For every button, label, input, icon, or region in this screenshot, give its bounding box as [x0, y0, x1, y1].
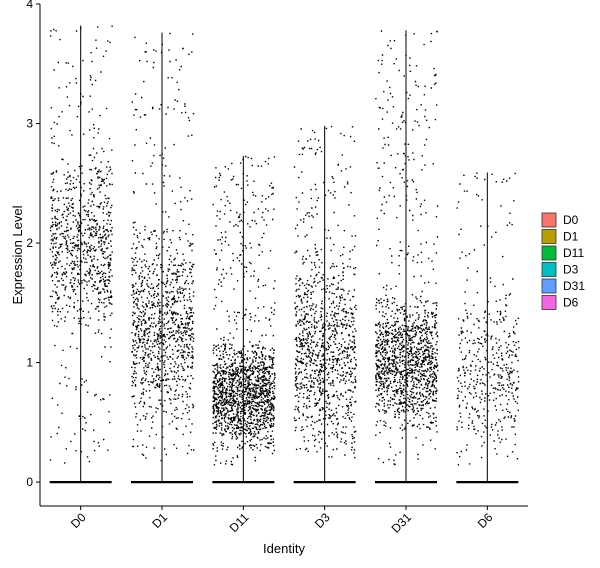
y-tick-label: 0	[26, 475, 33, 489]
legend-label: D6	[563, 296, 579, 310]
legend-label: D31	[563, 279, 585, 293]
legend-swatch	[541, 245, 557, 261]
y-tick-label: 4	[26, 0, 33, 11]
x-tick-label: D6	[475, 510, 496, 531]
x-tick-label: D0	[68, 510, 89, 531]
legend-swatch	[541, 262, 557, 277]
x-tick-label: D1	[149, 510, 170, 531]
legend-item-D11: D11	[541, 245, 584, 261]
legend-swatch	[541, 278, 557, 294]
points-D6	[456, 172, 520, 466]
x-tick-label: D31	[389, 510, 415, 536]
series-D0	[49, 25, 113, 484]
y-axis-title: Expression Level	[10, 205, 25, 304]
y-tick-label: 1	[26, 356, 33, 370]
x-tick-label: D3	[312, 510, 333, 531]
data-points	[49, 25, 520, 484]
points-D1	[131, 32, 195, 462]
points-D31	[375, 30, 439, 466]
x-tick-label: D11	[227, 510, 252, 535]
series-D3	[293, 125, 357, 484]
x-axis-title: Identity	[263, 541, 305, 556]
series-D31	[375, 30, 439, 484]
legend: D0 D1 D11 D3 D31 D6	[541, 212, 585, 310]
axes: 0 1 2 3 4 D0 D1 D11 D3 D31 D6	[26, 0, 528, 536]
legend-label: D3	[563, 263, 579, 277]
legend-label: D11	[563, 246, 584, 260]
legend-label: D1	[563, 230, 579, 244]
legend-swatch	[541, 212, 557, 228]
legend-swatch	[541, 229, 557, 244]
legend-item-D6: D6	[541, 295, 579, 310]
legend-item-D1: D1	[541, 229, 579, 244]
legend-item-D3: D3	[541, 262, 579, 277]
y-tick-label: 3	[26, 117, 33, 131]
legend-swatch	[541, 295, 557, 310]
points-D3	[293, 125, 357, 459]
series-D6	[456, 172, 520, 484]
legend-item-D0: D0	[541, 212, 579, 228]
points-D11	[212, 155, 276, 466]
y-tick-label: 2	[26, 236, 33, 250]
series-D11	[212, 155, 276, 484]
points-D0	[49, 25, 113, 464]
violin-lines	[80, 25, 488, 483]
series-D1	[131, 32, 195, 484]
legend-item-D31: D31	[541, 278, 585, 294]
legend-label: D0	[563, 213, 579, 227]
